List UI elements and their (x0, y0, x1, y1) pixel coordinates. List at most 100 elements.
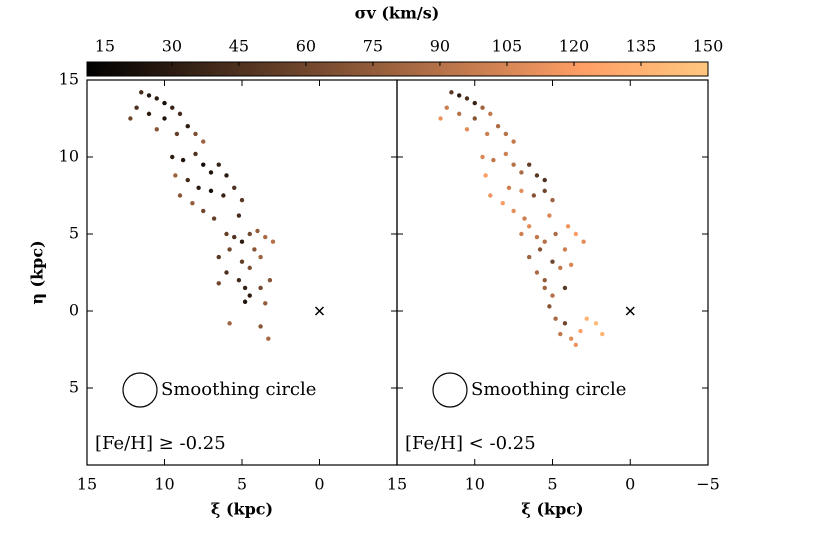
point (258, 324, 263, 329)
point (550, 259, 555, 264)
point (208, 188, 214, 194)
point (565, 224, 571, 229)
y-tick-label: 10 (59, 147, 79, 166)
point (201, 162, 206, 167)
point (154, 127, 159, 132)
point (170, 154, 175, 160)
point (258, 285, 263, 291)
point (593, 321, 599, 326)
point (581, 239, 586, 244)
point (242, 285, 248, 291)
point (550, 197, 555, 203)
point (154, 96, 159, 101)
point (247, 265, 252, 271)
point (542, 285, 547, 291)
y-tick-label: 15 (59, 70, 79, 89)
point (464, 96, 470, 101)
point (542, 278, 547, 283)
x-axis-label: ξ (kpc) (521, 500, 583, 519)
point (263, 234, 268, 240)
point (542, 177, 547, 183)
colorbar-tick-label: 75 (363, 37, 383, 56)
point (162, 116, 167, 121)
y-axis-label: η (kpc) (28, 240, 47, 304)
point (457, 111, 462, 117)
x-tick-label: 0 (314, 475, 324, 494)
point (568, 336, 574, 341)
point (255, 228, 260, 234)
point (534, 173, 540, 178)
x-tick-label: 0 (625, 475, 635, 494)
point (488, 111, 493, 117)
point (553, 231, 558, 237)
point (247, 231, 252, 237)
point (177, 193, 183, 198)
x-tick-label: 5 (547, 475, 557, 494)
point (270, 239, 276, 244)
point (573, 231, 579, 237)
point (511, 162, 516, 167)
point (239, 197, 245, 203)
point (480, 105, 485, 110)
annotation: Smoothing circle (161, 379, 316, 400)
x-tick-label: 15 (77, 475, 97, 494)
point (128, 116, 133, 121)
point (236, 278, 242, 283)
axes-frame (86, 79, 398, 466)
colorbar-tick-label: 15 (95, 37, 115, 56)
y-tick-label: 5 (69, 378, 79, 397)
annotation: [Fe/H] < -0.25 (405, 433, 536, 454)
panel (438, 90, 605, 348)
point (511, 208, 516, 214)
point (519, 231, 524, 237)
colorbar-tick-label: 30 (162, 37, 182, 56)
point (584, 316, 589, 321)
point (547, 304, 552, 309)
point (495, 124, 501, 129)
point (491, 157, 496, 163)
smoothing-circle (122, 372, 158, 408)
point (162, 100, 167, 106)
point (211, 216, 217, 221)
point (185, 177, 190, 183)
point (562, 285, 568, 291)
point (464, 127, 470, 132)
colorbar-tick-label: 90 (430, 37, 450, 56)
point (526, 254, 532, 260)
x-tick-label: 5 (237, 475, 247, 494)
point (500, 201, 505, 206)
point (173, 173, 178, 178)
colorbar-tick-label: 45 (229, 37, 249, 56)
point (444, 105, 449, 110)
axes-frame (396, 79, 709, 466)
point (472, 116, 477, 121)
point (216, 254, 221, 260)
point (146, 111, 152, 117)
point (550, 293, 555, 298)
annotation: [Fe/H] ≥ -0.25 (95, 433, 226, 454)
point (600, 331, 605, 337)
point (503, 131, 509, 137)
point (242, 299, 248, 304)
point (224, 270, 229, 275)
point (232, 234, 237, 240)
point (221, 193, 226, 198)
point (519, 170, 524, 175)
colorbar-tick-label: 120 (559, 37, 590, 56)
point (484, 131, 490, 137)
point (201, 208, 206, 214)
point (511, 139, 516, 144)
point (216, 162, 221, 167)
y-tick-label: 0 (69, 301, 79, 320)
point (239, 259, 245, 264)
point (185, 124, 190, 129)
point (208, 170, 214, 175)
point (573, 342, 579, 348)
point (558, 331, 563, 337)
y-tick-label: 5 (69, 224, 79, 243)
point (526, 224, 532, 229)
point (542, 188, 547, 194)
point (519, 188, 524, 194)
point (193, 131, 198, 137)
